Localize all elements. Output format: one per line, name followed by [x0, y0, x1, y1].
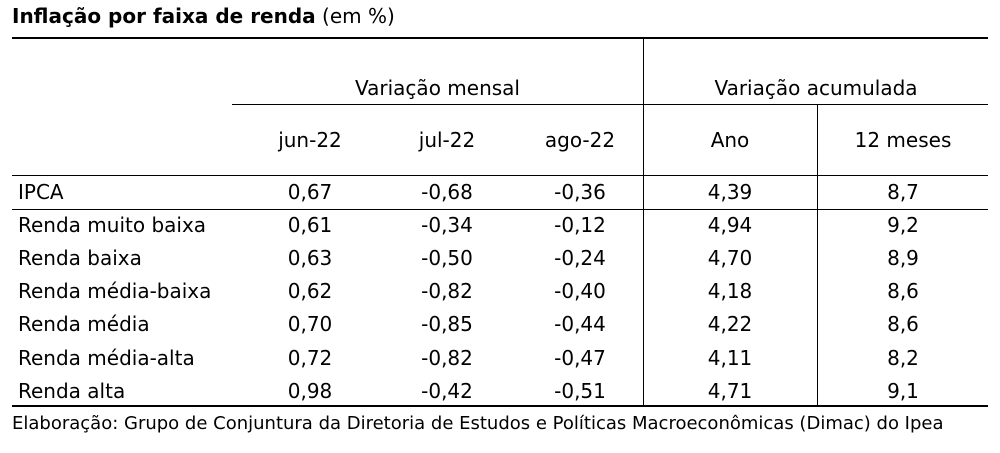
table-cell: -0,44: [554, 312, 606, 336]
row-label: Renda baixa: [18, 246, 142, 270]
table-cell: 4,94: [707, 213, 753, 237]
table-cell: 8,9: [887, 246, 919, 270]
table-cell: 4,11: [707, 346, 753, 370]
row-label: Renda média: [18, 312, 150, 336]
table-cell: 0,98: [287, 379, 333, 403]
top-rule: [12, 37, 988, 39]
table-cell: -0,51: [554, 379, 606, 403]
row-label: Renda média-baixa: [18, 279, 212, 303]
table-cell: 8,6: [887, 279, 919, 303]
table-cell: 4,70: [707, 246, 753, 270]
header-bottom-rule: [12, 175, 988, 176]
table-cell: 8,6: [887, 312, 919, 336]
source-note: Elaboração: Grupo de Conjuntura da Diret…: [12, 413, 944, 434]
table-bottom-rule: [12, 405, 988, 407]
table-cell: -0,34: [421, 213, 473, 237]
table-cell: -0,12: [554, 213, 606, 237]
row-label: Renda média-alta: [18, 346, 195, 370]
group-header-monthly: Variação mensal: [355, 76, 520, 100]
table-cell: -0,36: [554, 180, 606, 204]
table-cell: 0,63: [287, 246, 333, 270]
row-label: Renda alta: [18, 379, 126, 403]
table-cell: 0,72: [287, 346, 333, 370]
table-cell: -0,85: [421, 312, 473, 336]
table-cell: -0,68: [421, 180, 473, 204]
table-cell: -0,82: [421, 346, 473, 370]
column-header: 12 meses: [854, 128, 952, 152]
table-title: Inflação por faixa de renda (em %): [12, 4, 395, 28]
table-cell: -0,42: [421, 379, 473, 403]
table-cell: 0,62: [287, 279, 333, 303]
table-cell: 9,2: [887, 213, 919, 237]
table-cell: 8,2: [887, 346, 919, 370]
column-divider-accum: [643, 37, 644, 407]
ipca-bottom-rule: [12, 209, 988, 210]
table-title-unit: (em %): [322, 4, 395, 28]
table-cell: -0,82: [421, 279, 473, 303]
table-cell: -0,40: [554, 279, 606, 303]
table-cell: 4,18: [707, 279, 753, 303]
table-cell: -0,24: [554, 246, 606, 270]
row-label: Renda muito baixa: [18, 213, 207, 237]
row-label: IPCA: [18, 180, 64, 204]
table-cell: -0,50: [421, 246, 473, 270]
table-cell: 4,39: [707, 180, 753, 204]
table-cell: 9,1: [887, 379, 919, 403]
table-cell: 0,61: [287, 213, 333, 237]
group-header-rule: [232, 104, 988, 105]
table-title-main: Inflação por faixa de renda: [12, 4, 316, 28]
table-cell: 8,7: [887, 180, 919, 204]
table-cell: 0,70: [287, 312, 333, 336]
table-cell: 4,22: [707, 312, 753, 336]
column-header: ago-22: [544, 128, 616, 152]
column-header: Ano: [710, 128, 750, 152]
table-cell: -0,47: [554, 346, 606, 370]
table-cell: 0,67: [287, 180, 333, 204]
column-header: jul-22: [418, 128, 476, 152]
column-divider-12m: [817, 104, 818, 407]
table-cell: 4,71: [707, 379, 753, 403]
column-header: jun-22: [278, 128, 342, 152]
group-header-accum: Variação acumulada: [714, 76, 918, 100]
